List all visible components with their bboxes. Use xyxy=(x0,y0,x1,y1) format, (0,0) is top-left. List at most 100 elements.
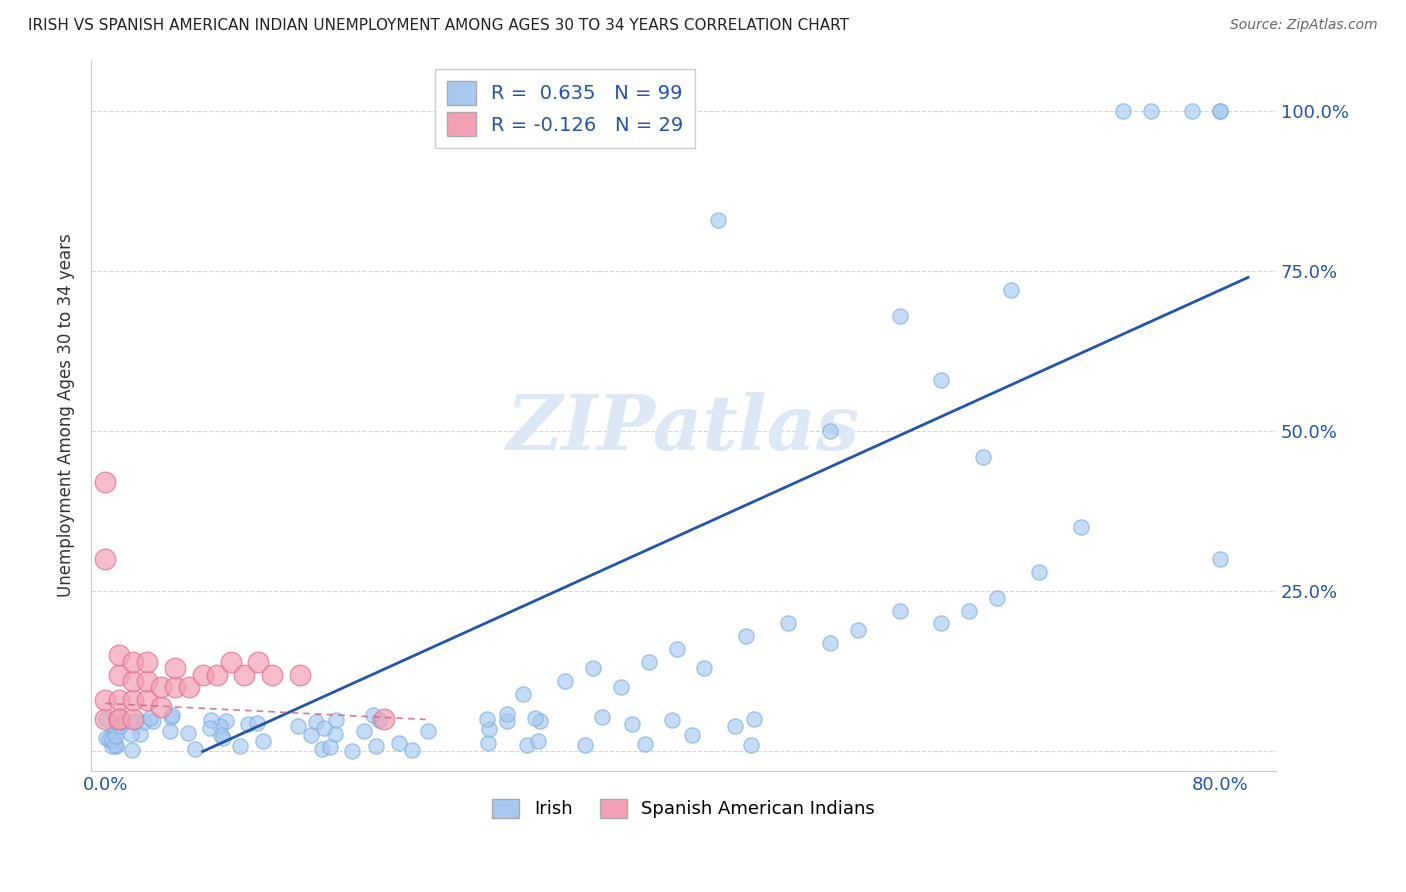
Point xyxy=(108,667,131,681)
Point xyxy=(96,712,118,726)
Point xyxy=(135,693,157,707)
Point xyxy=(287,719,309,733)
Point xyxy=(418,724,440,739)
Point xyxy=(219,655,242,669)
Point xyxy=(236,717,259,731)
Point xyxy=(707,212,730,227)
Point xyxy=(1181,103,1204,118)
Point xyxy=(516,738,538,752)
Point xyxy=(94,731,117,746)
Point xyxy=(574,738,596,752)
Point xyxy=(104,727,127,741)
Point xyxy=(340,744,363,758)
Point xyxy=(986,591,1008,605)
Point xyxy=(610,681,633,695)
Point xyxy=(665,642,688,657)
Point xyxy=(818,424,841,438)
Point xyxy=(972,450,994,464)
Point xyxy=(134,714,156,729)
Point xyxy=(160,708,183,723)
Point xyxy=(401,743,423,757)
Point xyxy=(177,726,200,740)
Point xyxy=(325,727,347,741)
Point xyxy=(633,737,655,751)
Point xyxy=(252,734,274,748)
Point xyxy=(135,673,157,688)
Point xyxy=(94,475,117,490)
Point xyxy=(373,713,395,727)
Point xyxy=(101,733,124,747)
Point xyxy=(159,724,181,739)
Point xyxy=(135,655,157,669)
Point xyxy=(637,655,659,669)
Point xyxy=(591,709,613,723)
Point xyxy=(1070,520,1092,534)
Point xyxy=(353,723,375,738)
Point xyxy=(512,687,534,701)
Point xyxy=(661,714,683,728)
Point xyxy=(495,714,517,729)
Point xyxy=(103,738,125,752)
Point xyxy=(100,732,122,747)
Point xyxy=(104,739,127,754)
Point xyxy=(524,711,547,725)
Point xyxy=(94,693,117,707)
Point xyxy=(233,667,256,681)
Point xyxy=(209,728,232,742)
Point xyxy=(299,728,322,742)
Point xyxy=(177,681,200,695)
Point xyxy=(846,623,869,637)
Point xyxy=(163,661,186,675)
Point xyxy=(262,667,284,681)
Point xyxy=(108,713,131,727)
Point xyxy=(120,727,142,741)
Point xyxy=(290,667,312,681)
Point xyxy=(129,727,152,741)
Point xyxy=(110,718,132,732)
Y-axis label: Unemployment Among Ages 30 to 34 years: Unemployment Among Ages 30 to 34 years xyxy=(58,234,75,597)
Point xyxy=(931,616,953,631)
Point xyxy=(1209,552,1232,566)
Text: IRISH VS SPANISH AMERICAN INDIAN UNEMPLOYMENT AMONG AGES 30 TO 34 YEARS CORRELAT: IRISH VS SPANISH AMERICAN INDIAN UNEMPLO… xyxy=(28,18,849,33)
Point xyxy=(149,681,172,695)
Point xyxy=(94,552,117,566)
Point xyxy=(97,731,120,746)
Point xyxy=(325,713,347,727)
Point xyxy=(122,693,145,707)
Point xyxy=(122,673,145,688)
Point xyxy=(1209,103,1232,118)
Text: Source: ZipAtlas.com: Source: ZipAtlas.com xyxy=(1230,18,1378,32)
Point xyxy=(477,736,499,750)
Point xyxy=(229,739,252,753)
Point xyxy=(101,739,124,754)
Point xyxy=(191,667,214,681)
Point xyxy=(529,714,551,728)
Point xyxy=(141,714,163,728)
Point xyxy=(368,713,391,727)
Point xyxy=(1139,103,1161,118)
Point xyxy=(108,693,131,707)
Point xyxy=(1028,565,1050,579)
Point xyxy=(889,603,911,617)
Point xyxy=(122,655,145,669)
Point xyxy=(621,716,644,731)
Point xyxy=(211,731,233,745)
Point xyxy=(107,715,129,730)
Point xyxy=(1111,103,1133,118)
Point xyxy=(305,715,328,730)
Point xyxy=(740,738,762,752)
Point xyxy=(160,710,183,724)
Point xyxy=(495,706,517,721)
Point xyxy=(122,713,145,727)
Point xyxy=(108,648,131,663)
Point xyxy=(209,719,232,733)
Point xyxy=(364,739,387,754)
Point xyxy=(582,661,605,675)
Point xyxy=(138,711,160,725)
Point xyxy=(200,713,222,727)
Text: ZIPatlas: ZIPatlas xyxy=(508,392,860,467)
Legend: Irish, Spanish American Indians: Irish, Spanish American Indians xyxy=(485,792,882,826)
Point xyxy=(94,713,117,727)
Point xyxy=(245,716,267,731)
Point xyxy=(475,712,498,726)
